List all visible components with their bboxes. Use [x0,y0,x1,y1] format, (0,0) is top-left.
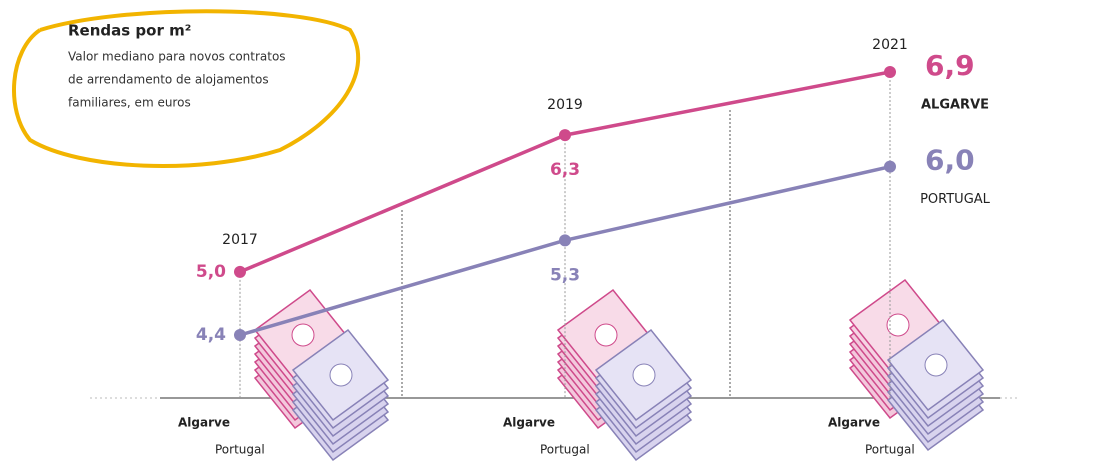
data-point [234,329,246,341]
subtitle: Valor mediano para novos contratos [68,50,286,64]
value-label: 6,3 [550,160,580,180]
subtitle: familiares, em euros [68,96,191,110]
base-label: Algarve [828,416,880,430]
data-point [559,129,571,142]
value-label: 6,0 [925,144,975,177]
base-label: Algarve [178,416,230,430]
chart-title: Rendas por m² [68,22,191,40]
year-label: 2019 [547,97,583,113]
data-point [884,160,896,173]
year-label: 2017 [222,232,258,248]
value-label: 5,3 [550,265,580,285]
money-stack [557,289,692,461]
data-point [884,66,896,78]
series-name: PORTUGAL [920,192,991,207]
money-stack [254,289,389,461]
base-label: Algarve [503,416,555,430]
value-label: 5,0 [196,262,226,282]
year-label: 2021 [872,37,908,53]
series-name: ALGARVE [921,98,989,113]
value-label: 4,4 [196,325,226,345]
highlight-circle [12,9,361,168]
value-label: 6,9 [925,49,975,82]
data-point [559,234,571,247]
data-point [234,265,246,278]
subtitle: de arrendamento de alojamentos [68,73,269,87]
base-label: Portugal [215,443,265,457]
base-label: Portugal [540,443,590,457]
base-label: Portugal [865,443,915,457]
